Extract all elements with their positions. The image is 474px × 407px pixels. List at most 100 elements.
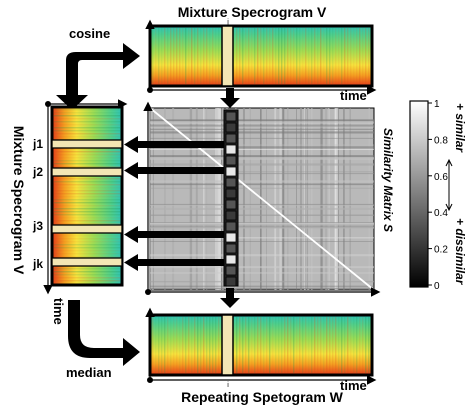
column-cell [225,177,237,188]
spectrogram-texture [176,28,178,84]
spectrogram-texture [308,317,310,373]
spectrogram-texture [54,202,120,204]
bottom-axes [145,307,377,385]
similarity-matrix-label: Similarity Matrix S [381,128,395,232]
spectrogram-texture [257,28,259,84]
bottom-highlight-column [221,314,234,376]
spectrogram-texture [245,28,247,84]
spectrogram-texture [317,28,319,84]
cosine-label: cosine [69,26,110,41]
spectrogram-texture [54,124,120,126]
spectrogram-texture [335,317,337,373]
spectrogram-texture [54,112,120,114]
spectrogram-texture [353,317,355,373]
spectrogram-texture [269,317,271,373]
j-labels: j1 j2 j3 jk [32,137,43,271]
top-time-label: time [340,88,367,103]
column-cell [225,133,237,144]
spectrogram-texture [54,256,120,258]
similar-label: + similar [453,103,467,153]
spectrogram-texture [275,28,277,84]
spectrogram-texture [54,193,120,195]
spectrogram-texture [173,317,175,373]
spectrogram-texture [155,317,157,373]
spectrogram-texture [215,317,217,373]
bottom-title: Repeating Spetogram W [181,389,344,405]
spectrogram-texture [54,160,120,162]
spectrogram-texture [272,317,274,373]
spectrogram-texture [266,317,268,373]
spectrogram-texture [194,28,196,84]
spectrogram-texture [332,28,334,84]
spectrogram-texture [239,317,241,373]
spectrogram-texture [54,211,120,213]
left-axes [43,99,128,295]
top-highlight-column [221,25,234,87]
spectrogram-texture [332,317,334,373]
spectrogram-texture [200,317,202,373]
column-cell [225,122,237,133]
spectrogram-texture [54,208,120,210]
top-spectrogram [148,24,374,88]
jk-label: jk [32,257,43,271]
spectrogram-texture [54,178,120,180]
spectrogram-texture [161,317,163,373]
dissimilar-label: + dissimilar [453,218,467,286]
spectrogram-texture [54,115,120,117]
column-cell [225,210,237,221]
spectrogram-texture [347,317,349,373]
spectrogram-texture [305,28,307,84]
spectrogram-texture [54,109,120,111]
column-cell [225,243,237,254]
spectrogram-texture [54,166,120,168]
spectrogram-texture [54,220,120,222]
spectrogram-texture [173,28,175,84]
spectrogram-texture [197,317,199,373]
spectrogram-texture [317,317,319,373]
spectrogram-texture [296,28,298,84]
spectrogram-texture [353,28,355,84]
spectrogram-texture [212,317,214,373]
spectrogram-texture [305,317,307,373]
down-arrow-top [220,88,240,108]
spectrogram-texture [275,317,277,373]
spectrogram-texture [215,28,217,84]
spectrogram-texture [362,28,364,84]
spectrogram-texture [281,317,283,373]
spectrogram-texture [54,244,120,246]
spectrogram-texture [350,28,352,84]
spectrogram-texture [54,205,120,207]
spectrogram-texture [54,274,120,276]
spectrogram-texture [54,148,120,150]
spectrogram-texture [54,190,120,192]
spectrogram-texture [293,28,295,84]
spectrogram-texture [191,317,193,373]
left-highlight-j2 [51,167,123,177]
spectrogram-texture [284,317,286,373]
spectrogram-texture [263,28,265,84]
spectrogram-texture [293,317,295,373]
spectrogram-texture [287,317,289,373]
arrow-j3 [124,226,224,243]
spectrogram-texture [326,28,328,84]
spectrogram-texture [54,241,120,243]
spectrogram-texture [212,28,214,84]
down-arrow-bottom [220,288,240,308]
spectrogram-texture [54,271,120,273]
spectrogram-texture [54,181,120,183]
spectrogram-texture [296,317,298,373]
spectrogram-texture [314,28,316,84]
arrow-jk [124,254,224,271]
spectrogram-texture [281,28,283,84]
spectrogram-texture [359,317,361,373]
spectrogram-texture [311,317,313,373]
spectrogram-texture [284,28,286,84]
spectrogram-texture [209,317,211,373]
spectrogram-texture [203,317,205,373]
j2-label: j2 [32,165,43,179]
top-title: Mixture Specrogram V [178,4,327,20]
spectrogram-texture [272,28,274,84]
median-arrow [68,300,140,366]
spectrogram-texture [54,199,120,201]
